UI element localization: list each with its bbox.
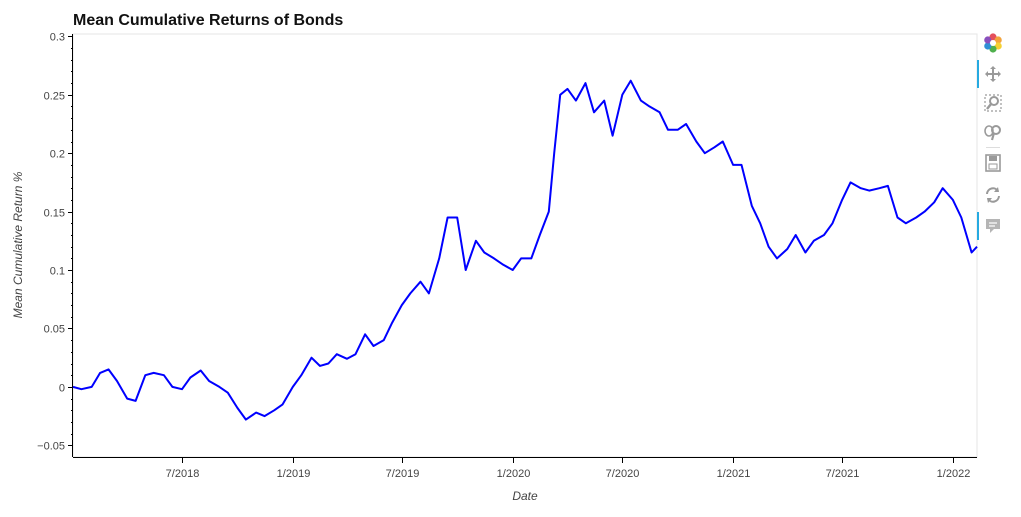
y-tick-label: 0.15 <box>44 208 65 220</box>
pan-tool-active-indicator <box>977 60 979 88</box>
bokeh-logo-icon[interactable] <box>982 32 1004 54</box>
x-axis-label: Date <box>512 489 538 503</box>
hover-tool-active-indicator <box>977 212 979 240</box>
box-zoom-tool-icon[interactable] <box>982 92 1004 114</box>
chart-title: Mean Cumulative Returns of Bonds <box>73 12 344 29</box>
x-tick-label: 1/2020 <box>497 468 531 480</box>
x-tick-label: 7/2018 <box>166 468 200 480</box>
x-tick-label: 1/2021 <box>717 468 751 480</box>
y-tick-label: 0.3 <box>50 32 65 44</box>
y-axis-label: Mean Cumulative Return % <box>11 171 25 318</box>
x-tick-label: 1/2022 <box>937 468 971 480</box>
save-tool-icon[interactable] <box>982 152 1004 174</box>
y-axis-ticks: 0.3 0.25 0.2 0.15 0.1 0.05 0 −0.05 <box>37 32 73 453</box>
y-tick-label: 0.1 <box>50 266 65 278</box>
x-axis-ticks: 7/2018 1/2019 7/2019 1/2020 7/2020 1/2021 7/20… <box>166 457 971 480</box>
reset-tool-icon[interactable] <box>982 184 1004 206</box>
x-tick-label: 7/2020 <box>606 468 640 480</box>
y-tick-label: 0.25 <box>44 91 65 103</box>
x-tick-label: 7/2019 <box>386 468 420 480</box>
plot-frame <box>72 33 978 458</box>
y-tick-label: 0 <box>59 383 65 395</box>
x-tick-label: 1/2019 <box>277 468 311 480</box>
y-tick-label: −0.05 <box>37 441 65 453</box>
hover-tool-icon[interactable] <box>982 215 1004 237</box>
wheel-zoom-tool-icon[interactable] <box>982 122 1004 144</box>
series-layer <box>72 79 978 421</box>
x-tick-label: 7/2021 <box>826 468 860 480</box>
y-tick-label: 0.2 <box>50 149 65 161</box>
pan-tool-icon[interactable] <box>982 63 1004 85</box>
toolbar-separator <box>986 147 1000 148</box>
series-line[interactable] <box>72 79 978 421</box>
y-tick-label: 0.05 <box>44 324 65 336</box>
